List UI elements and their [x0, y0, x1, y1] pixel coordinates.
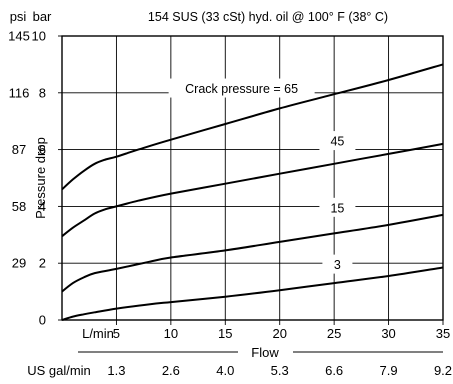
y2-tick-label: 58: [12, 199, 26, 214]
y-tick-label: 10: [32, 29, 46, 44]
plot-frame: [61, 35, 444, 321]
x-tick-label: 20: [272, 326, 286, 341]
x-tick-label: 25: [327, 326, 341, 341]
x-tick-label: 35: [436, 326, 450, 341]
series-label-bg: [319, 197, 356, 217]
x2-tick-label: 2.6: [162, 363, 180, 378]
y-tick-label: 6: [39, 142, 46, 157]
x-tick-label: 5: [113, 326, 120, 341]
x2-tick-label: 4.0: [216, 363, 234, 378]
series-label: 15: [330, 201, 344, 215]
x2-tick-label: 6.6: [325, 363, 343, 378]
chart-title: 154 SUS (33 cSt) hyd. oil @ 100° F (38° …: [148, 10, 388, 24]
series-line: [61, 63, 444, 191]
x2-tick-label: 9.2: [434, 363, 452, 378]
y2-unit-label: psi: [10, 9, 27, 24]
x-unit-label: L/min: [82, 326, 114, 341]
y-tick-label: 2: [39, 256, 46, 271]
series-label-bg: [168, 78, 315, 98]
x2-unit-label: US gal/min: [27, 363, 91, 378]
y-axis-label: Pressure drop: [33, 137, 48, 219]
x-tick-label: 15: [218, 326, 232, 341]
y-tick-label: 8: [39, 85, 46, 100]
x2-tick-label: 7.9: [380, 363, 398, 378]
y2-tick-label: 29: [12, 256, 26, 271]
series-line: [61, 266, 444, 321]
y2-tick-label: 116: [9, 85, 30, 100]
grid-layer: [58, 35, 444, 353]
x-tick-label: 30: [381, 326, 395, 341]
x-axis-label: Flow: [251, 345, 279, 360]
series-label-bg: [319, 131, 356, 151]
curve-layer: [61, 63, 444, 321]
y2-tick-label: 145: [8, 29, 30, 44]
x-tick-label: 10: [164, 326, 178, 341]
y-tick-label: 0: [39, 313, 46, 328]
series-label: 45: [330, 135, 344, 149]
series-label: Crack pressure = 65: [185, 82, 298, 96]
x2-tick-label: 1.3: [107, 363, 125, 378]
label-layer: 0 2 4 6 8 10 29 58 87 116 145 5 1.3 10 2.6 15 4.0 20 5.3 25…: [8, 29, 452, 379]
series-line: [61, 142, 444, 237]
series-label-bg: [322, 254, 353, 274]
series-line: [61, 213, 444, 293]
series-label: 3: [334, 258, 341, 272]
x2-tick-label: 5.3: [271, 363, 289, 378]
y-tick-label: 4: [39, 199, 46, 214]
y2-tick-label: 87: [12, 142, 26, 157]
y-unit-label: bar: [33, 9, 52, 24]
